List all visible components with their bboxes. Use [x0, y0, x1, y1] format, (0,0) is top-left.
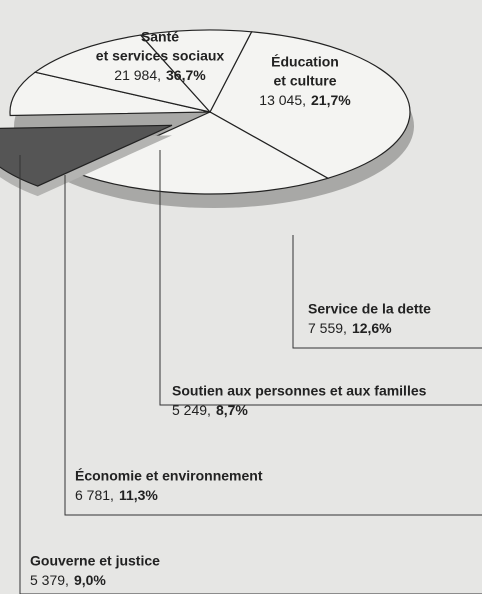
slice-label: Éducation [271, 54, 339, 70]
slice-label: et culture [273, 73, 336, 89]
slice-value: 7 559, 12,6% [308, 320, 392, 336]
leader-line [64, 175, 482, 516]
slice-value: 5 379, 9,0% [30, 572, 106, 588]
slice-value: 5 249, 8,7% [172, 402, 248, 418]
percent-label: 21,7% [311, 92, 351, 108]
pie-slice [209, 31, 411, 179]
slice-value: 13 045, 21,7% [259, 92, 351, 108]
pie-slice [139, 29, 253, 114]
slice-label: Économie et environnement [75, 468, 263, 484]
value-label: 13 045, [259, 92, 306, 108]
slice-label: Gouverne et justice [30, 553, 160, 569]
slice-label: Soutien aux personnes et aux familles [172, 383, 427, 399]
value-label: 21 984, [114, 67, 161, 83]
value-label: 5 379, [30, 572, 69, 588]
percent-label: 8,7% [216, 402, 248, 418]
leader-line [292, 235, 482, 349]
percent-label: 11,3% [119, 487, 158, 503]
pie-slice [33, 34, 212, 114]
leader-line [19, 155, 482, 594]
slice-label: et services sociaux [96, 48, 225, 64]
value-label: 6 781, [75, 487, 114, 503]
percent-label: 12,6% [352, 320, 392, 336]
leader-line [159, 150, 482, 406]
slice-value: 21 984, 36,7% [114, 67, 206, 83]
percent-label: 9,0% [74, 572, 106, 588]
pie-slice [9, 71, 211, 117]
slice-label: Service de la dette [308, 301, 431, 317]
value-label: 7 559, [308, 320, 347, 336]
pie-slice [74, 111, 330, 195]
slice-value: 6 781, 11,3% [75, 487, 158, 503]
pie-slice [0, 124, 173, 187]
percent-label: 36,7% [166, 67, 206, 83]
slice-label: Santé [141, 29, 179, 45]
value-label: 5 249, [172, 402, 211, 418]
